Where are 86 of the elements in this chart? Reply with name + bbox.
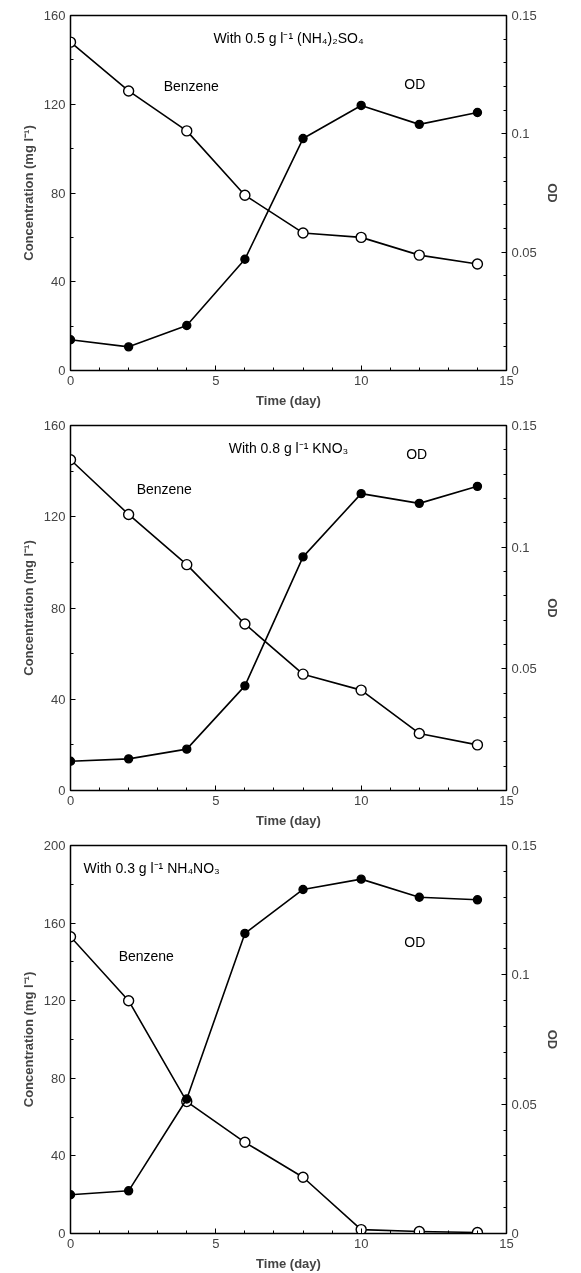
point bbox=[240, 254, 250, 264]
point bbox=[240, 681, 250, 691]
point bbox=[181, 125, 193, 137]
y-axis-title: Concentration (mg l⁻¹) bbox=[20, 971, 36, 1108]
x-tick-label: 10 bbox=[353, 372, 369, 388]
point bbox=[413, 1225, 425, 1234]
y-tick-label: 80 bbox=[51, 600, 66, 616]
y2-tick-label: 0.05 bbox=[511, 1096, 537, 1112]
y-tick-label: 120 bbox=[43, 96, 66, 112]
y2-tick-label: 0.1 bbox=[511, 126, 530, 142]
point bbox=[122, 508, 135, 521]
x-axis-title: Time (day) bbox=[256, 812, 321, 828]
point bbox=[471, 739, 484, 751]
point bbox=[182, 744, 192, 754]
x-axis-title: Time (day) bbox=[256, 1255, 321, 1271]
y-tick-label: 160 bbox=[43, 915, 66, 931]
y2-tick-label: 0.15 bbox=[511, 8, 537, 23]
y2-tick-label: 0.15 bbox=[511, 418, 537, 433]
point bbox=[123, 1186, 134, 1196]
y2-axis-title: OD bbox=[544, 598, 560, 618]
y2-tick-label: 0.05 bbox=[511, 244, 537, 260]
point bbox=[356, 488, 366, 499]
y2-axis-title: OD bbox=[544, 1029, 560, 1050]
point bbox=[356, 874, 366, 884]
series-label: Benzene bbox=[136, 481, 193, 498]
point bbox=[240, 928, 250, 939]
y-tick-label: 160 bbox=[43, 418, 66, 433]
y2-axis-title: OD bbox=[544, 183, 560, 203]
series-label: OD bbox=[404, 76, 426, 93]
point bbox=[414, 498, 424, 509]
series-label: Benzene bbox=[118, 947, 175, 964]
annotation: With 0.3 g l⁻¹ NH₄NO₃ bbox=[83, 859, 220, 876]
y-tick-label: 80 bbox=[51, 185, 66, 201]
x-tick-label: 5 bbox=[212, 372, 220, 388]
y-tick-label: 40 bbox=[51, 274, 66, 290]
text: OD bbox=[406, 445, 428, 462]
point bbox=[182, 1094, 192, 1104]
y2-tick-label: 0.1 bbox=[511, 967, 530, 983]
point bbox=[239, 618, 251, 630]
y-tick-label: 120 bbox=[43, 509, 66, 525]
y-tick-label: 80 bbox=[51, 1070, 66, 1086]
point bbox=[413, 727, 425, 740]
point bbox=[472, 107, 483, 118]
point bbox=[414, 119, 424, 130]
point bbox=[472, 481, 483, 492]
point bbox=[297, 1171, 309, 1183]
point bbox=[298, 133, 308, 144]
text: OD bbox=[404, 934, 426, 951]
point bbox=[355, 1223, 367, 1234]
y2-tick-label: 0.1 bbox=[511, 539, 530, 555]
point bbox=[298, 552, 308, 562]
point bbox=[471, 258, 484, 270]
point bbox=[298, 884, 308, 895]
point bbox=[182, 320, 192, 331]
y-tick-label: 40 bbox=[51, 691, 66, 707]
y-tick-label: 120 bbox=[43, 993, 66, 1009]
y-axis-title: Concentration (mg l⁻¹) bbox=[20, 125, 36, 261]
point bbox=[239, 189, 251, 201]
point bbox=[123, 754, 134, 764]
point bbox=[297, 668, 309, 680]
point bbox=[414, 892, 424, 902]
point bbox=[181, 558, 193, 571]
y-tick-label: 200 bbox=[43, 838, 66, 853]
x-axis-title: Time (day) bbox=[256, 392, 321, 408]
series-label: Benzene bbox=[163, 77, 220, 94]
annotation: With 0.8 g l⁻¹ KNO₃ bbox=[228, 439, 349, 456]
y2-tick-label: 0.05 bbox=[511, 661, 537, 677]
x-tick-label: 5 bbox=[212, 792, 220, 808]
x-tick-label: 10 bbox=[353, 792, 369, 808]
point bbox=[355, 231, 367, 244]
point bbox=[122, 995, 135, 1007]
point bbox=[355, 684, 367, 696]
annotation: With 0.5 g l⁻¹ (NH₄)₂SO₄ bbox=[213, 29, 364, 46]
y2-tick-label: 0.15 bbox=[511, 838, 537, 853]
y-axis-title: Concentration (mg l⁻¹) bbox=[20, 540, 36, 676]
x-tick-label: 5 bbox=[212, 1235, 220, 1251]
point bbox=[123, 342, 134, 352]
point bbox=[297, 227, 309, 239]
point bbox=[472, 895, 483, 905]
y-tick-label: 40 bbox=[51, 1148, 66, 1164]
point bbox=[413, 249, 425, 261]
point bbox=[356, 100, 366, 111]
point bbox=[239, 1136, 251, 1149]
y-tick-label: 160 bbox=[43, 8, 66, 23]
x-tick-label: 10 bbox=[353, 1235, 369, 1251]
point bbox=[122, 85, 135, 97]
